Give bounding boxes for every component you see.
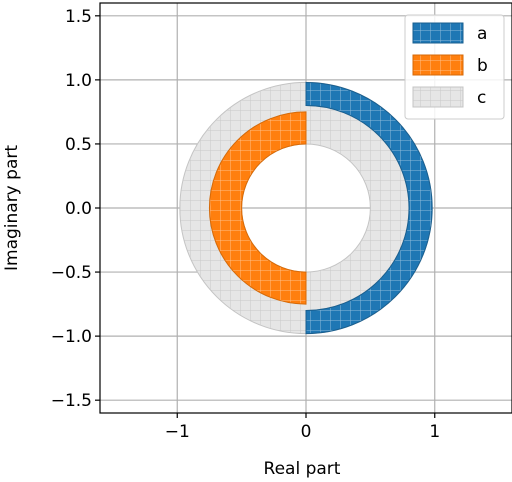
- y-tick-label: 1.0: [65, 71, 92, 91]
- x-tick-label: −1: [165, 422, 190, 442]
- x-tick-label: 1: [429, 422, 440, 442]
- y-tick-label: 0.5: [65, 135, 92, 155]
- y-axis-title: Imaginary part: [2, 145, 22, 271]
- y-tick-label: 1.5: [65, 7, 92, 27]
- legend-label-a: a: [477, 24, 487, 44]
- legend-swatch-c: [412, 86, 464, 108]
- x-tick-label: 0: [301, 422, 312, 442]
- legend-label-c: c: [477, 88, 486, 108]
- y-tick-label: 0.0: [65, 199, 92, 219]
- series-a-region: [305, 81, 433, 335]
- y-tick-label: −1.5: [51, 391, 92, 411]
- legend-swatch-b: [412, 54, 464, 76]
- x-axis-title: Real part: [264, 459, 341, 479]
- y-tick-label: −1.0: [51, 327, 92, 347]
- ticks: −1 0 1 −1.5 −1.0 −0.5 0.0 0.5 1.0 1.5: [51, 7, 440, 442]
- legend-label-b: b: [477, 56, 488, 76]
- legend-swatch-a: [412, 22, 464, 44]
- legend: abc: [404, 14, 505, 120]
- plot-shapes: [179, 81, 433, 335]
- y-tick-label: −0.5: [51, 263, 92, 283]
- series-b-region: [208, 111, 307, 305]
